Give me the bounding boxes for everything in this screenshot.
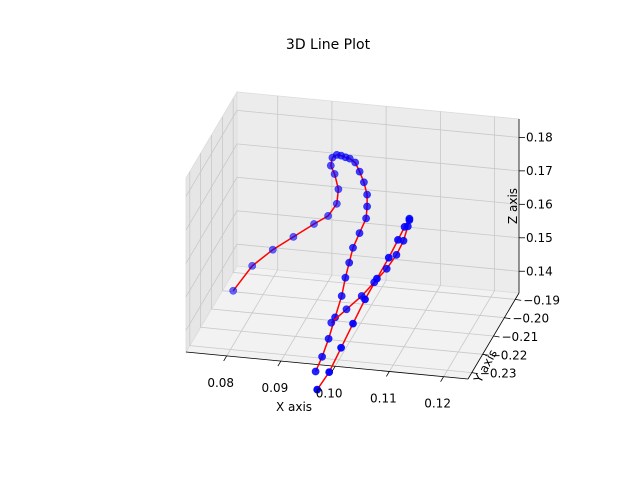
x-tick-label: 0.12 [424,397,451,411]
y-tick [471,372,478,374]
y-tick-label: −0.19 [523,293,560,307]
data-point [363,190,371,199]
back-wall-pane [236,91,520,294]
data-point [327,318,336,327]
z-tick-label: 0.15 [526,231,553,245]
x-tick-label: 0.10 [316,386,343,400]
data-point [362,214,370,223]
data-point [337,343,345,352]
data-point [342,305,351,314]
grid-line [185,176,520,264]
grid-line [211,135,494,337]
data-point [330,170,339,178]
data-point [268,245,277,254]
grid-line [185,143,520,231]
grid-line [232,98,516,300]
tick-layer: 0.08 0.09 0.10 0.11 0.12 −0.19 −0.20 −0.21 −0.22… [207,130,560,410]
data-point [248,261,257,270]
x-tick-label: 0.11 [370,391,397,405]
data-point [289,232,298,241]
z-tick-label: 0.14 [526,264,553,278]
data-point [318,352,326,361]
y-tick [482,353,489,356]
grid-line [185,109,520,197]
grid-line [189,171,472,373]
data-point [372,274,381,283]
x-tick [386,371,390,377]
data-point [345,258,354,267]
x-tick [440,376,444,382]
data-point [382,264,391,273]
z-tick-label: 0.17 [526,164,553,178]
data-point [351,158,360,167]
x-tick [277,360,282,367]
x-tick [331,366,336,372]
y-tick-label: −0.22 [491,348,528,362]
x-tick-label: 0.08 [207,376,234,390]
data-point [400,222,409,231]
data-point [341,273,350,282]
z-axis-title: Z axis [506,188,520,224]
data-point [324,334,333,343]
data-point [361,295,369,304]
data-point [363,202,371,211]
data-point [359,178,368,187]
data-point [384,253,393,262]
grid-line [200,153,483,355]
data-point [229,286,238,295]
y-tick [504,317,511,320]
data-layer [229,150,414,394]
data-point [332,199,341,208]
data-point [349,243,357,252]
z-tick-label: 0.16 [526,197,553,211]
data-point [394,235,402,244]
data-point [392,250,401,259]
data-point [324,211,332,220]
data-point [325,368,334,376]
grid-line [221,116,505,319]
z-tick-label: 0.18 [526,130,553,144]
y-tick-label: −0.20 [512,312,549,326]
grid-lines [185,95,520,377]
data-point [337,292,346,300]
data-point [326,161,335,170]
grid-line [334,106,387,367]
data-point [311,367,320,376]
data-point [355,229,364,237]
data-point [405,214,414,223]
data-point [345,154,354,163]
x-tick-label: 0.09 [262,381,289,395]
data-point [313,385,322,394]
y-tick [515,299,522,301]
grid-line [389,111,441,372]
grid-line [226,95,279,357]
data-point [334,185,343,194]
data-point [349,319,357,328]
y-tick [493,335,500,338]
y-tick-label: −0.21 [502,330,539,344]
data-point [355,167,364,176]
chart-title: 3D Line Plot [286,37,371,53]
grid-line [443,116,496,377]
grid-line [185,243,520,331]
grid-line [185,210,520,298]
axis-panes [185,90,520,380]
data-point [310,220,318,228]
x-axis-title: X axis [276,400,312,414]
data-point [331,313,339,322]
x-tick [223,355,228,362]
x-axis-line [185,351,469,380]
y-tick-label: −0.23 [480,367,517,381]
